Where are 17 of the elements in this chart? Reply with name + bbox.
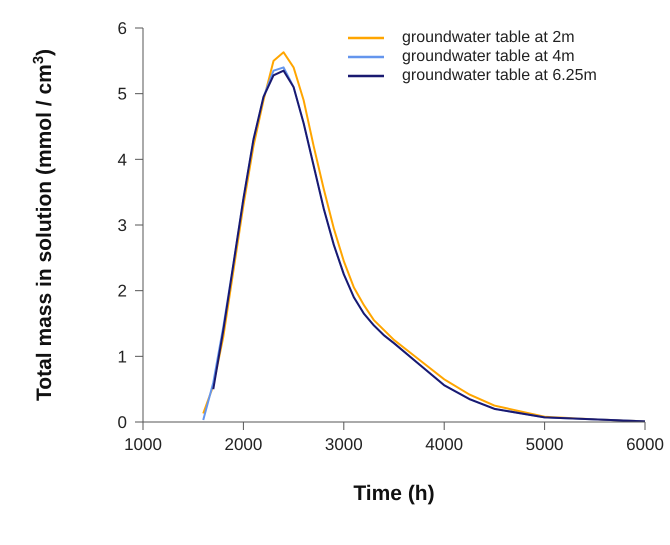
- legend-label: groundwater table at 4m: [402, 48, 575, 66]
- x-tick-label: 5000: [526, 435, 564, 454]
- x-tick-label: 3000: [324, 435, 363, 454]
- legend-label: groundwater table at 6.25m: [402, 66, 597, 84]
- x-tick-label: 6000: [626, 435, 664, 454]
- x-axis-title: Time (h): [353, 482, 435, 505]
- legend-label: groundwater table at 2m: [402, 28, 575, 46]
- y-tick-label: 3: [118, 216, 127, 236]
- x-tick-label: 1000: [124, 435, 162, 454]
- x-tick-label: 4000: [425, 435, 464, 454]
- y-tick-label: 0: [118, 413, 127, 432]
- x-tick-label: 2000: [224, 435, 262, 454]
- y-tick-label: 1: [118, 347, 127, 366]
- y-tick-label: 4: [118, 150, 127, 170]
- y-tick-label: 5: [118, 84, 127, 104]
- y-tick-label: 2: [118, 282, 127, 301]
- y-tick-label: 6: [118, 19, 127, 38]
